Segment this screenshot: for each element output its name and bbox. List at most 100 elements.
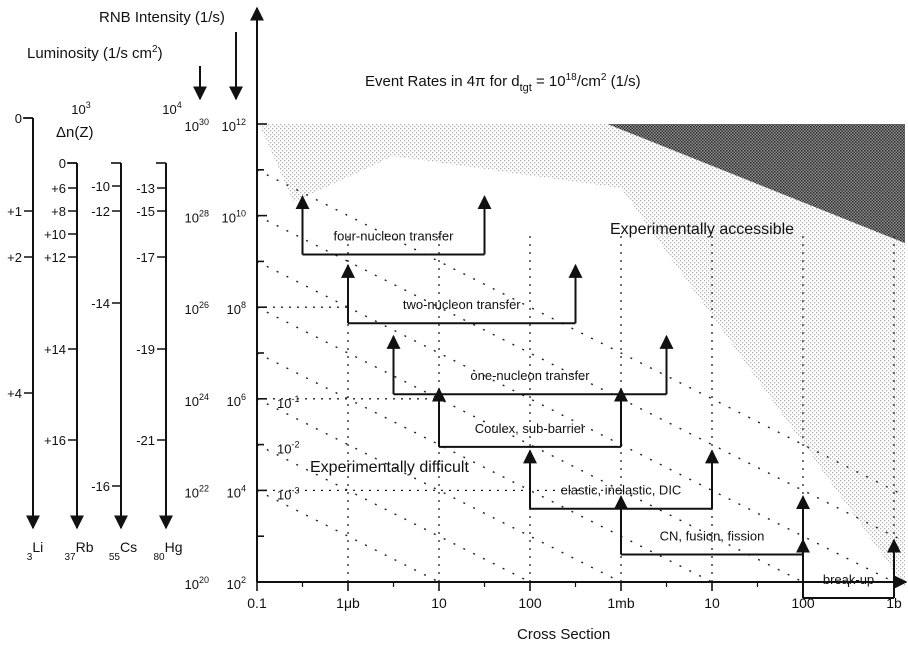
rnb-tick-label-exp: 4 (241, 483, 246, 493)
column-tick-label: +10 (44, 227, 66, 242)
event-rate-lines: 10-310-210-11101102103104 (71, 100, 906, 583)
reaction-label: one-nucleon transfer (470, 368, 590, 383)
rnb-tick-label: 1012 (222, 117, 246, 134)
reaction-label: elastic, inelastic, DIC (561, 483, 682, 498)
column-tick-label: -15 (136, 204, 155, 219)
reaction-3: Coulex, sub-barrier (432, 387, 628, 448)
column-tick-label: -13 (136, 181, 155, 196)
x-tick-label: 100 (791, 595, 815, 611)
x-tick-label: 1μb (336, 595, 360, 611)
element-symbol: Rb (76, 539, 94, 555)
rnb-tick-label: 104 (227, 483, 246, 500)
axes: 1021041061081010101210201022102410261028… (185, 6, 908, 611)
luminosity-tick-label-base: 10 (185, 485, 199, 500)
rate-label-exp: -3 (291, 485, 299, 495)
element-mass: 80 (153, 552, 165, 563)
rate-label: 10-2 (277, 440, 299, 457)
rate-line (256, 260, 895, 583)
column-tick-label: +14 (44, 342, 66, 357)
isotope-column-Rb: 0 +6 +8 +10 +12 +14 +16 37Rb (44, 156, 94, 563)
column-tick-label: 0 (15, 111, 22, 126)
column-tick-label: -17 (136, 250, 155, 265)
column-tick-label: +16 (44, 433, 66, 448)
rnb-tick-label-exp: 6 (241, 392, 246, 402)
element-mass: 3 (27, 552, 33, 563)
rate-label-exp: 3 (86, 100, 91, 110)
luminosity-tick-label: 1028 (185, 209, 209, 226)
element-symbol: Li (32, 539, 43, 555)
rnb-tick-label-base: 10 (227, 394, 241, 409)
rnb-tick-label-exp: 8 (241, 300, 246, 310)
luminosity-tick-label-base: 10 (185, 394, 199, 409)
luminosity-tick-label: 1026 (185, 300, 209, 317)
chart-title: Event Rates in 4π for dtgt = 1018/cm2 (1… (365, 72, 641, 94)
element-label: 55Cs (109, 539, 137, 563)
column-tick-label: +2 (7, 250, 22, 265)
luminosity-tick-label: 1020 (185, 575, 209, 592)
element-mass: 37 (64, 552, 76, 563)
rate-label-base: 10 (71, 102, 85, 117)
luminosity-tick-label-base: 10 (185, 577, 199, 592)
element-symbol: Cs (120, 539, 137, 555)
reaction-label: four-nucleon transfer (334, 229, 455, 244)
column-tick-label: -14 (91, 296, 110, 311)
reaction-1: two-nucleon transfer (341, 263, 583, 325)
reaction-label: Coulex, sub-barrier (475, 421, 586, 436)
rate-line (256, 352, 713, 583)
rate-line (256, 443, 531, 583)
column-tick-label: -19 (136, 342, 155, 357)
rate-label-base: 10 (277, 396, 291, 411)
luminosity-tick-label-exp: 26 (199, 300, 209, 310)
x-tick-label: 10 (431, 595, 447, 611)
luminosity-tick-label-base: 10 (185, 119, 199, 134)
x-tick-label: 10 (704, 595, 720, 611)
column-tick-label: +4 (7, 386, 22, 401)
high-rate-region-shading (607, 124, 905, 244)
element-mass: 55 (109, 552, 121, 563)
experimentally-accessible-label: Experimentally accessible (610, 221, 794, 238)
rnb-tick-label-exp: 12 (236, 117, 246, 127)
luminosity-tick-label: 1022 (185, 483, 209, 500)
column-tick-label: -12 (91, 204, 110, 219)
luminosity-tick-label-base: 10 (185, 211, 199, 226)
rnb-tick-label-base: 10 (227, 485, 241, 500)
isotope-column-Cs: -10 -12 -14 -16 55Cs (91, 162, 137, 563)
column-tick-label: +12 (44, 250, 66, 265)
element-label: 37Rb (64, 539, 93, 563)
luminosity-tick-label-exp: 28 (199, 209, 209, 219)
rnb-tick-label-exp: 10 (236, 209, 246, 219)
rnb-tick-label: 102 (227, 575, 246, 592)
rnb-tick-label: 1010 (222, 209, 246, 226)
rate-label-base: 10 (277, 487, 291, 502)
luminosity-tick-label-base: 10 (185, 302, 199, 317)
luminosity-tick-label-exp: 24 (199, 392, 209, 402)
rate-label-exp: -2 (291, 440, 299, 450)
rate-line (256, 489, 440, 583)
rnb-tick-label: 106 (227, 392, 246, 409)
reaction-label: CN, fusion, fission (660, 529, 765, 544)
x-tick-label: 1b (886, 595, 902, 611)
experimentally-difficult-label: Experimentally difficult (310, 459, 469, 476)
isotope-columns: 0 +1 +2 +4 3Li 0 +6 +8 +10 +12 +14 +16 37Rb -10 -12 -14… (7, 111, 182, 563)
rate-line (256, 398, 622, 583)
reaction-label: two-nucleon transfer (403, 297, 521, 312)
accessible-region-shading (259, 124, 905, 587)
rate-label-exp: 4 (177, 100, 182, 110)
luminosity-tick-label-exp: 22 (199, 483, 209, 493)
reaction-5: CN, fusion, fission (614, 495, 810, 556)
rate-label-base: 10 (162, 102, 176, 117)
reaction-0: four-nucleon transfer (295, 195, 492, 256)
column-tick-label: +1 (7, 204, 22, 219)
column-tick-label: +8 (51, 204, 66, 219)
rate-label: 10-1 (277, 394, 299, 411)
rate-label-exp: -1 (291, 394, 299, 404)
rnb-tick-label-base: 10 (227, 577, 241, 592)
reaction-label: break-up (823, 572, 874, 587)
rate-label-base: 10 (277, 442, 291, 457)
luminosity-tick-label-exp: 20 (199, 575, 209, 585)
rnb-tick-label-exp: 2 (241, 575, 246, 585)
rnb-intensity-label: RNB Intensity (1/s) (99, 9, 225, 26)
column-tick-label: -21 (136, 433, 155, 448)
element-symbol: Hg (165, 539, 183, 555)
